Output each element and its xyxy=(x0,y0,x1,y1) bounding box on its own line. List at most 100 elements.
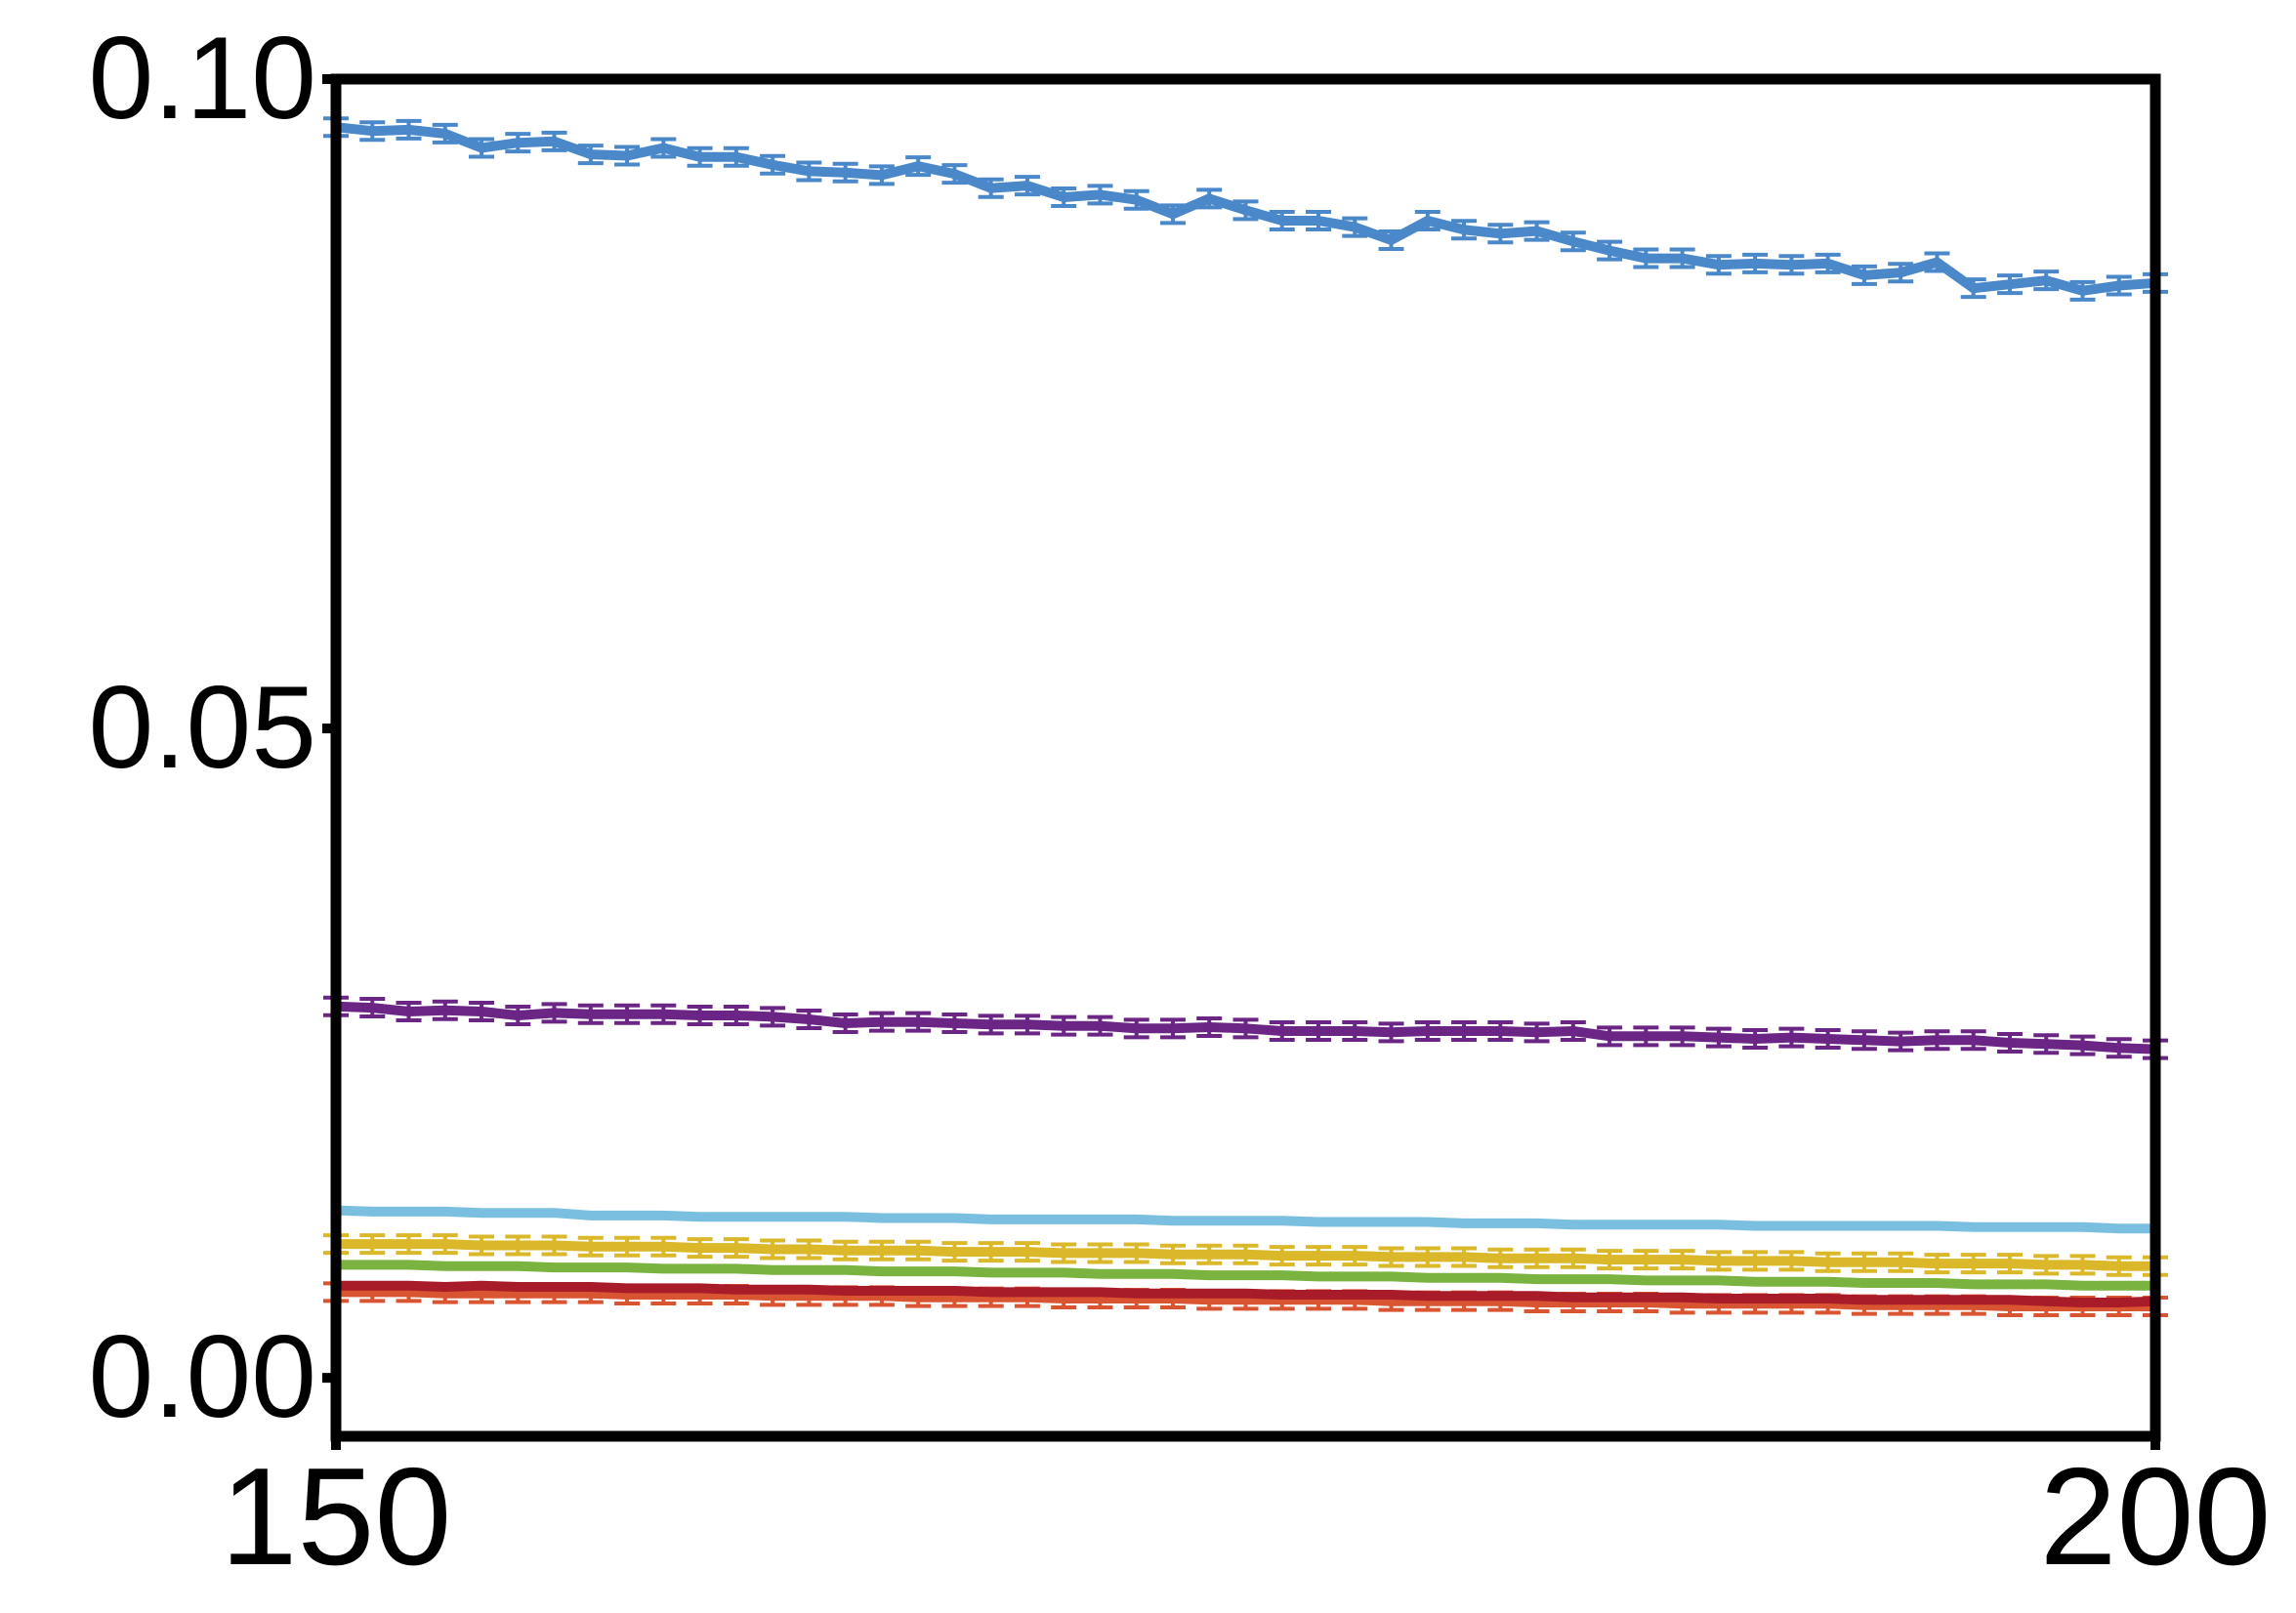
error-bar xyxy=(1560,1247,1586,1269)
error-bar xyxy=(1633,1025,1659,1048)
error-bar xyxy=(396,1233,422,1256)
y-tick-label: 0.10 xyxy=(88,13,316,144)
error-bar xyxy=(1232,1243,1259,1265)
error-bar xyxy=(541,1234,567,1257)
error-bar xyxy=(1269,1019,1295,1042)
error-bar xyxy=(796,1009,822,1031)
series-line-4 xyxy=(331,1260,2160,1291)
error-bar xyxy=(1888,262,1914,284)
error-bar xyxy=(978,1241,1004,1263)
error-bar xyxy=(760,1006,786,1028)
error-bar xyxy=(1705,254,1732,276)
error-bar xyxy=(1051,186,1077,209)
error-bar xyxy=(1996,1253,2023,1275)
error-bar xyxy=(1524,1247,1550,1269)
error-bar xyxy=(978,1013,1004,1036)
error-bar xyxy=(1269,209,1295,231)
error-bar xyxy=(577,1003,604,1025)
error-bar xyxy=(1597,1025,1623,1048)
error-bar xyxy=(1414,209,1440,231)
error-bar xyxy=(359,1233,386,1256)
series-6 xyxy=(331,1280,2160,1307)
error-bar xyxy=(1851,1029,1877,1052)
series-line-6 xyxy=(331,1280,2160,1307)
error-bar xyxy=(1960,277,1986,300)
error-bar xyxy=(2069,1254,2096,1276)
error-bar xyxy=(1232,1017,1259,1040)
error-bar xyxy=(432,999,458,1021)
error-bar xyxy=(2106,1255,2132,1277)
error-bar xyxy=(2106,274,2132,297)
error-bar xyxy=(2069,1034,2096,1056)
error-bar xyxy=(614,1235,641,1258)
error-bar xyxy=(760,153,786,176)
error-bar xyxy=(541,130,567,152)
error-bar xyxy=(1888,1030,1914,1053)
error-bar xyxy=(1414,1019,1440,1042)
error-bar xyxy=(1742,252,1769,274)
error-bar xyxy=(650,137,677,159)
error-bar xyxy=(1014,1241,1040,1263)
error-bar xyxy=(505,132,531,154)
error-bar xyxy=(2106,1037,2132,1059)
error-bar xyxy=(1342,1245,1368,1267)
series-0 xyxy=(323,116,2168,302)
error-bar xyxy=(1742,1250,1769,1272)
error-bar xyxy=(1815,1251,1841,1273)
error-bar xyxy=(905,1011,932,1033)
error-bar xyxy=(1451,219,1478,241)
error-bar xyxy=(1378,1246,1404,1268)
error-bar xyxy=(1815,1027,1841,1050)
error-bar xyxy=(1597,239,1623,262)
error-bar xyxy=(1087,1242,1113,1264)
error-bar xyxy=(2033,1254,2060,1276)
error-bar xyxy=(469,137,495,159)
error-bar xyxy=(868,164,895,186)
error-bar xyxy=(723,145,749,168)
error-bar xyxy=(687,1237,713,1260)
error-bar xyxy=(577,144,604,166)
error-bar xyxy=(1996,1031,2023,1054)
error-bar xyxy=(1014,1013,1040,1036)
error-bar xyxy=(941,1013,968,1035)
error-bar xyxy=(1960,1029,1986,1052)
error-bar xyxy=(1560,1019,1586,1042)
error-bar xyxy=(832,161,858,184)
error-bar xyxy=(1705,1250,1732,1272)
axis-layer: 0.00 0.05 0.10 150 200 xyxy=(88,13,2271,1594)
error-bar xyxy=(1633,247,1659,269)
error-bar xyxy=(1924,1029,1950,1052)
error-bar xyxy=(396,118,422,141)
series-2 xyxy=(331,1205,2160,1234)
error-bar xyxy=(723,1237,749,1260)
error-bar xyxy=(760,1238,786,1261)
error-bar xyxy=(978,177,1004,199)
error-bar xyxy=(1196,1243,1223,1265)
error-bar xyxy=(1451,1019,1478,1042)
error-bar xyxy=(1414,1246,1440,1268)
error-bar xyxy=(359,997,386,1019)
error-bar xyxy=(1378,1021,1404,1044)
error-bar xyxy=(1306,209,1332,231)
error-bar xyxy=(905,155,932,178)
error-bar xyxy=(1087,184,1113,206)
error-bar xyxy=(868,1239,895,1261)
error-bar xyxy=(1051,1242,1077,1264)
error-bar xyxy=(1051,1014,1077,1037)
error-bar xyxy=(1524,220,1550,242)
y-tick-label: 0.00 xyxy=(88,1311,316,1442)
error-bar xyxy=(1778,1250,1805,1272)
error-bar xyxy=(469,1001,495,1023)
error-bar xyxy=(1159,1243,1186,1265)
error-bar xyxy=(1778,1026,1805,1049)
error-bar xyxy=(1669,1025,1695,1048)
error-bar xyxy=(905,1239,932,1261)
error-bar xyxy=(614,1003,641,1025)
error-bar xyxy=(650,1235,677,1258)
error-bar xyxy=(832,1013,858,1035)
error-bar xyxy=(1560,230,1586,253)
error-bar xyxy=(1633,1249,1659,1271)
error-bar xyxy=(1123,1242,1149,1264)
error-bar xyxy=(1487,223,1514,245)
